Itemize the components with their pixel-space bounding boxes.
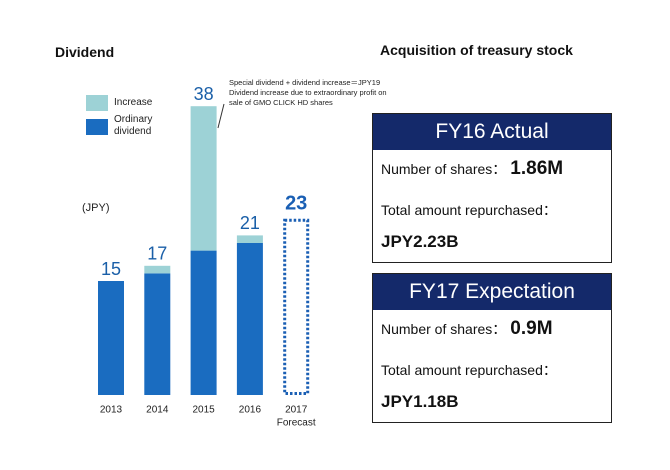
legend-label: Ordinary dividend bbox=[114, 114, 153, 137]
unit-label: (JPY) bbox=[82, 202, 110, 214]
x-tick-label: 2015 bbox=[192, 405, 215, 416]
legend-swatch bbox=[86, 119, 108, 135]
panel-header: FY16 Actual bbox=[373, 114, 611, 150]
total-label: 38 bbox=[194, 84, 214, 104]
row: Number of shares： 0.9M bbox=[381, 318, 553, 340]
total-label: 23 bbox=[285, 192, 307, 214]
total-label: 17 bbox=[147, 244, 167, 264]
total-label: 21 bbox=[240, 213, 260, 233]
x-tick-label: 2017 bbox=[285, 405, 308, 416]
shares-value: 1.86M bbox=[510, 158, 564, 179]
bar-segment bbox=[236, 243, 263, 395]
amount-value: JPY1.18B bbox=[381, 392, 459, 411]
panel: FY16 Actual Number of shares： 1.86M Total a… bbox=[372, 113, 612, 263]
chart-title: Dividend bbox=[55, 44, 115, 60]
legend-swatch bbox=[86, 95, 108, 111]
bar-segment bbox=[144, 265, 171, 274]
x-tick-label: 2014 bbox=[146, 405, 169, 416]
forecast-note: Forecast bbox=[277, 418, 316, 429]
annotation-leader bbox=[217, 103, 225, 129]
bar-segment bbox=[190, 250, 217, 395]
x-tick-label: 2013 bbox=[100, 405, 123, 416]
amount-label: Total amount repurchased： bbox=[381, 202, 557, 218]
side-title: Acquisition of treasury stock bbox=[380, 42, 573, 58]
shares-label: Number of shares： bbox=[381, 161, 507, 177]
shares-label: Number of shares： bbox=[381, 321, 507, 337]
panel: FY17 Expectation Number of shares： 0.9M Tot… bbox=[372, 273, 612, 423]
row: Number of shares： 1.86M bbox=[381, 158, 563, 180]
amount-value: JPY2.23B bbox=[381, 232, 459, 251]
bar-segment bbox=[236, 235, 263, 243]
bar-segment bbox=[190, 106, 217, 251]
total-label: 15 bbox=[101, 259, 121, 279]
bar-segment bbox=[144, 273, 171, 395]
forecast-bar bbox=[283, 218, 310, 395]
annotation: Special dividend + dividend increase＝JPY… bbox=[229, 78, 381, 87]
x-tick-label: 2016 bbox=[239, 405, 262, 416]
panel-header: FY17 Expectation bbox=[373, 274, 611, 310]
bar-segment bbox=[98, 281, 124, 395]
shares-value: 0.9M bbox=[510, 318, 553, 339]
annotation: Dividend increase due to extraordinary p… bbox=[229, 88, 387, 107]
legend-label: Increase bbox=[114, 97, 153, 108]
amount-label: Total amount repurchased： bbox=[381, 362, 557, 378]
